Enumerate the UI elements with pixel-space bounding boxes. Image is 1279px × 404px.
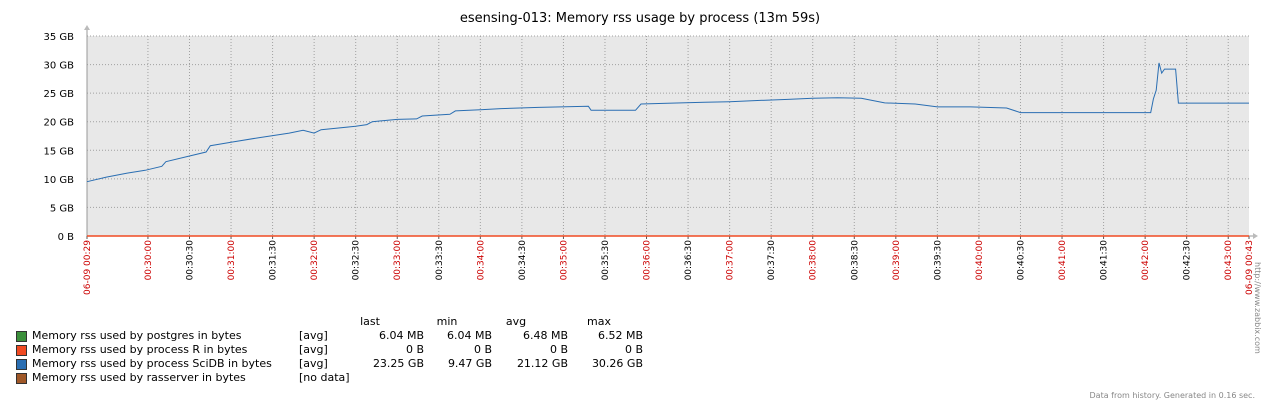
x-tick-label: 00:36:30: [684, 240, 694, 281]
x-tick-label: 06-09 00:43: [1245, 240, 1255, 295]
legend-function: [avg]: [299, 329, 328, 342]
legend-value-last: 6.04 MB: [378, 329, 424, 342]
legend-value-max: 30.26 GB: [591, 357, 643, 370]
x-tick-label: 00:43:00: [1224, 240, 1234, 281]
y-tick-label: 30 GB: [43, 61, 74, 72]
legend-header-last: last: [360, 315, 380, 328]
legend-function: [no data]: [299, 371, 350, 384]
legend-function: [avg]: [299, 357, 328, 370]
x-tick-label: 00:31:00: [227, 240, 237, 281]
legend-header-min: min: [436, 315, 458, 328]
x-tick-label: 00:30:00: [144, 240, 154, 281]
legend-series-name: Memory rss used by process R in bytes: [32, 343, 248, 356]
x-tick-label: 00:39:00: [892, 240, 902, 281]
plot-area: 0 B 5 GB 10 GB 15 GB 20 GB 25 GB 30 GB 35 GB 06-…: [43, 25, 1258, 295]
legend-series-name: Memory rss used by process SciDB in byte…: [32, 357, 272, 370]
x-tick-label: 00:32:30: [352, 240, 362, 281]
x-tick-label: 00:35:30: [601, 240, 611, 281]
x-tick-label: 00:33:00: [393, 240, 403, 281]
y-tick-label: 10 GB: [43, 175, 74, 186]
legend-value-min: 6.04 MB: [446, 329, 492, 342]
x-tick-label: 00:42:00: [1141, 240, 1151, 281]
x-tick-label: 06-09 00:29: [83, 240, 93, 295]
x-axis-arrow: [1253, 233, 1258, 239]
y-tick-label: 20 GB: [43, 118, 74, 129]
y-tick-label: 15 GB: [43, 146, 74, 157]
x-tick-label: 00:33:30: [435, 240, 445, 281]
x-tick-label: 00:39:30: [933, 240, 943, 281]
legend-swatch: [16, 373, 27, 384]
legend-header-avg: avg: [505, 315, 527, 328]
y-tick-label: 5 GB: [50, 203, 74, 214]
plot-background: [87, 36, 1249, 236]
x-tick-label: 00:37:00: [726, 240, 736, 281]
series-line-scidb: [86, 62, 1249, 183]
x-tick-label: 00:40:30: [1016, 240, 1026, 281]
x-tick-label: 00:37:30: [767, 240, 777, 281]
legend-value-avg: 0 B: [549, 343, 568, 356]
x-tick-label: 00:38:30: [850, 240, 860, 281]
legend-value-max: 6.52 MB: [597, 329, 643, 342]
x-tick-label: 00:31:30: [269, 240, 279, 281]
x-tick-label: 00:40:00: [975, 240, 985, 281]
x-tick-label: 00:41:00: [1058, 240, 1068, 281]
x-tick-label: 00:30:30: [185, 240, 195, 281]
legend-value-last: 0 B: [405, 343, 424, 356]
y-axis-arrow: [84, 25, 90, 30]
y-tick-label: 0 B: [58, 232, 75, 243]
y-tick-label: 35 GB: [43, 32, 74, 43]
legend-value-avg: 6.48 MB: [522, 329, 568, 342]
x-tick-label: 00:36:00: [643, 240, 653, 281]
chart-title: esensing-013: Memory rss usage by proces…: [460, 11, 820, 26]
legend-header-max: max: [587, 315, 611, 328]
legend-swatch: [16, 331, 27, 342]
legend-swatch: [16, 359, 27, 370]
zabbix-url: http://www.zabbix.com: [1253, 262, 1262, 354]
x-tick-label: 00:35:00: [559, 240, 569, 281]
x-tick-label: 00:38:00: [809, 240, 819, 281]
legend-value-max: 0 B: [624, 343, 643, 356]
x-tick-label: 00:34:30: [518, 240, 528, 281]
x-tick-label: 00:34:00: [476, 240, 486, 281]
legend-value-min: 9.47 GB: [447, 357, 492, 370]
legend-value-last: 23.25 GB: [372, 357, 424, 370]
x-tick-label: 00:41:30: [1100, 240, 1110, 281]
legend-function: [avg]: [299, 343, 328, 356]
x-tick-label: 00:42:30: [1183, 240, 1193, 281]
legend-value-avg: 21.12 GB: [516, 357, 568, 370]
legend-series-name: Memory rss used by rasserver in bytes: [32, 371, 246, 384]
legend-series-name: Memory rss used by postgres in bytes: [32, 329, 242, 342]
x-tick-label: 00:32:00: [310, 240, 320, 281]
legend-value-min: 0 B: [473, 343, 492, 356]
y-tick-label: 25 GB: [43, 89, 74, 100]
legend-swatch: [16, 345, 27, 356]
generation-footer: Data from history. Generated in 0.16 sec…: [1089, 391, 1255, 400]
